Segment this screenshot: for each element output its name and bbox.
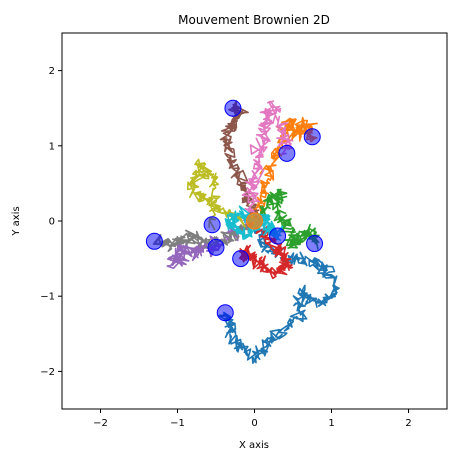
brownian-path-7 [241, 100, 294, 223]
x-tick-label: −2 [93, 418, 108, 429]
y-tick-label: 2 [49, 66, 55, 77]
brownian-path-3 [252, 188, 320, 250]
marker-layer [145, 99, 324, 322]
series-layer [152, 100, 340, 364]
end-point-marker-3 [306, 235, 324, 253]
x-tick-label: 2 [405, 418, 411, 429]
end-point-marker-2 [303, 128, 321, 146]
brownian-path-1 [218, 216, 340, 364]
end-point-marker-10 [269, 227, 287, 245]
end-point-marker-6 [224, 99, 242, 117]
end-point-marker-5 [207, 238, 225, 256]
end-point-marker-1 [216, 304, 234, 322]
x-ticks: −2 −1 0 1 2 [93, 409, 412, 429]
x-tick-label: −1 [170, 418, 185, 429]
y-tick-label: −2 [40, 367, 55, 378]
y-tick-label: 1 [49, 141, 55, 152]
end-point-marker-4 [232, 250, 250, 268]
brownian-path-10 [224, 205, 284, 241]
y-tick-label: 0 [49, 217, 55, 228]
x-axis-label: X axis [239, 440, 269, 451]
y-tick-label: −1 [40, 292, 55, 303]
end-point-marker-7 [278, 144, 296, 162]
start-point-marker [246, 212, 263, 230]
chart-title: Mouvement Brownien 2D [178, 13, 330, 27]
x-tick-label: 1 [328, 418, 334, 429]
end-point-marker-9 [203, 216, 221, 234]
x-tick-label: 0 [251, 418, 257, 429]
end-point-marker-8 [145, 232, 163, 250]
y-ticks: −2 −1 0 1 2 [40, 66, 62, 378]
y-axis-label: Y axis [11, 206, 22, 236]
